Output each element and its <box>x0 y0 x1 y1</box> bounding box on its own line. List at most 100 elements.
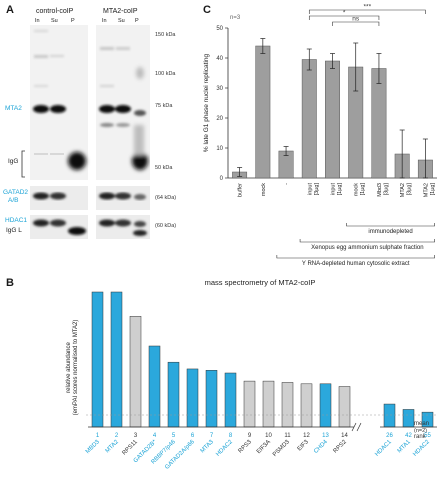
rank-label: 7 <box>210 433 214 439</box>
western-blot-hdac1 <box>30 215 150 239</box>
y-tick-label: 30 <box>216 86 223 92</box>
lane-supernatant-right: Su <box>118 18 125 24</box>
bar <box>301 59 317 179</box>
lane-pellet-right: P <box>135 18 139 24</box>
bar <box>262 380 275 428</box>
x-category-label: mock[1µg] <box>354 183 367 197</box>
hdac1-label: HDAC1 <box>5 217 28 224</box>
rank-label: 5 <box>172 433 176 439</box>
bar <box>402 409 415 428</box>
western-blot-gatad2 <box>30 186 150 210</box>
bracket-immunodepleted-label: immunodepleted <box>368 229 412 235</box>
rank-label: 4 <box>153 433 157 439</box>
axis-break-marks <box>351 422 362 432</box>
y-axis-label: relative abundance(emPAI scores normalis… <box>66 320 79 416</box>
sample-size-label: n=3 <box>230 15 241 21</box>
bar <box>224 372 237 428</box>
bar <box>243 380 256 428</box>
x-category-label: MTA2[3µg] <box>400 183 413 198</box>
lane-input-right: In <box>102 18 107 24</box>
panel-b-title: mass spectrometry of MTA2-coIP <box>205 278 316 287</box>
lane-input-left: In <box>35 18 40 24</box>
protein-label: HDAC2 <box>412 439 431 458</box>
bracket-yrna-depleted-label: Y RNA-depleted human cytosolic extract <box>302 261 410 267</box>
y-tick-label: 40 <box>216 56 223 62</box>
gatad2-subtype-label: A/B <box>8 197 19 204</box>
western-blot-main <box>30 25 150 180</box>
panel-a-letter: A <box>6 4 14 16</box>
bracket-xenopus-fraction <box>299 239 435 243</box>
bar <box>383 403 396 428</box>
protein-label: RPS11 <box>122 439 140 457</box>
x-category-label: mock <box>261 183 267 196</box>
hdac1-strip-marker: (60 kDa) <box>155 223 177 229</box>
bracket-immunodepleted <box>346 223 435 227</box>
lane-pellet-left: P <box>71 18 75 24</box>
significance-bracket-star <box>308 15 380 20</box>
rank-label: 3 <box>134 433 138 439</box>
control-coip-title: control-coIP <box>36 8 74 15</box>
bar <box>91 291 104 428</box>
x-category-label: Mbd3[3µg] <box>377 183 390 197</box>
significance-bracket-ns-label: ns <box>352 16 360 23</box>
bar <box>338 386 351 428</box>
bar <box>300 383 313 428</box>
bar <box>129 316 142 428</box>
bar <box>325 60 340 179</box>
marker-150kda: 150 kDa <box>155 32 176 38</box>
bar <box>255 45 271 179</box>
protein-label: RPS2 <box>333 439 349 455</box>
gatad2-strip-marker: (64 kDa) <box>155 195 177 201</box>
y-tick-label: 10 <box>216 146 223 152</box>
protein-label: PSMD3 <box>272 439 291 458</box>
rank-label: 55 <box>424 433 431 439</box>
significance-bracket-triple-star-label: *** <box>364 4 372 11</box>
protein-label: MTA2 <box>105 439 121 455</box>
rank-label: 26 <box>386 433 393 439</box>
protein-label: MBD3 <box>85 439 101 455</box>
rank-label: 12 <box>303 433 310 439</box>
protein-label: EIF3 <box>297 439 311 453</box>
bar <box>167 361 180 428</box>
x-category-label: input[1µg] <box>331 183 344 196</box>
rank-label: 11 <box>284 433 291 439</box>
x-category-label: - <box>284 183 290 185</box>
significance-bracket-ns <box>332 21 380 26</box>
protein-label: MTA1 <box>397 439 413 455</box>
igg-light-label: IgG L <box>6 227 22 234</box>
lane-supernatant-left: Su <box>51 18 58 24</box>
rank-label: 6 <box>191 433 195 439</box>
marker-75kda: 75 kDa <box>155 103 173 109</box>
marker-50kda: 50 kDa <box>155 165 173 171</box>
panel-c-bar-chart: 0 10 20 30 40 50 % late G1 phase nuclei replic… <box>203 4 437 267</box>
x-category-label: buffer <box>238 183 244 197</box>
significance-bracket-triple-star <box>308 9 426 14</box>
n-label: (n=2) <box>414 428 427 434</box>
protein-label: HDAC1 <box>374 439 393 458</box>
igg-bracket <box>21 150 25 178</box>
igg-heavy-label: IgG <box>8 158 19 165</box>
significance-bracket-star-label: * <box>343 10 346 17</box>
bar <box>186 368 199 428</box>
y-tick-label: 0 <box>220 176 224 182</box>
rank-row-label: rank <box>414 434 427 440</box>
rank-label: 9 <box>248 433 252 439</box>
rank-label: 13 <box>322 433 329 439</box>
rank-label: 2 <box>115 433 119 439</box>
protein-label: MTA3 <box>200 439 216 455</box>
mta2-band-label: MTA2 <box>5 105 22 112</box>
bar <box>205 370 218 428</box>
bar <box>110 291 123 428</box>
protein-label: EIF3A <box>256 439 272 455</box>
protein-label: HDAC2 <box>215 439 234 458</box>
protein-label: CHD4 <box>313 439 329 455</box>
mta2-coip-title: MTA2-coIP <box>103 8 138 15</box>
panel-c-letter: C <box>203 4 211 16</box>
rank-label: 42 <box>405 433 412 439</box>
protein-label: RPS3 <box>238 439 254 455</box>
mean-label: mean <box>414 421 429 427</box>
rank-label: 14 <box>341 433 348 439</box>
y-tick-label: 50 <box>216 26 223 32</box>
marker-100kda: 100 kDa <box>155 71 176 77</box>
rank-label: 1 <box>96 433 100 439</box>
